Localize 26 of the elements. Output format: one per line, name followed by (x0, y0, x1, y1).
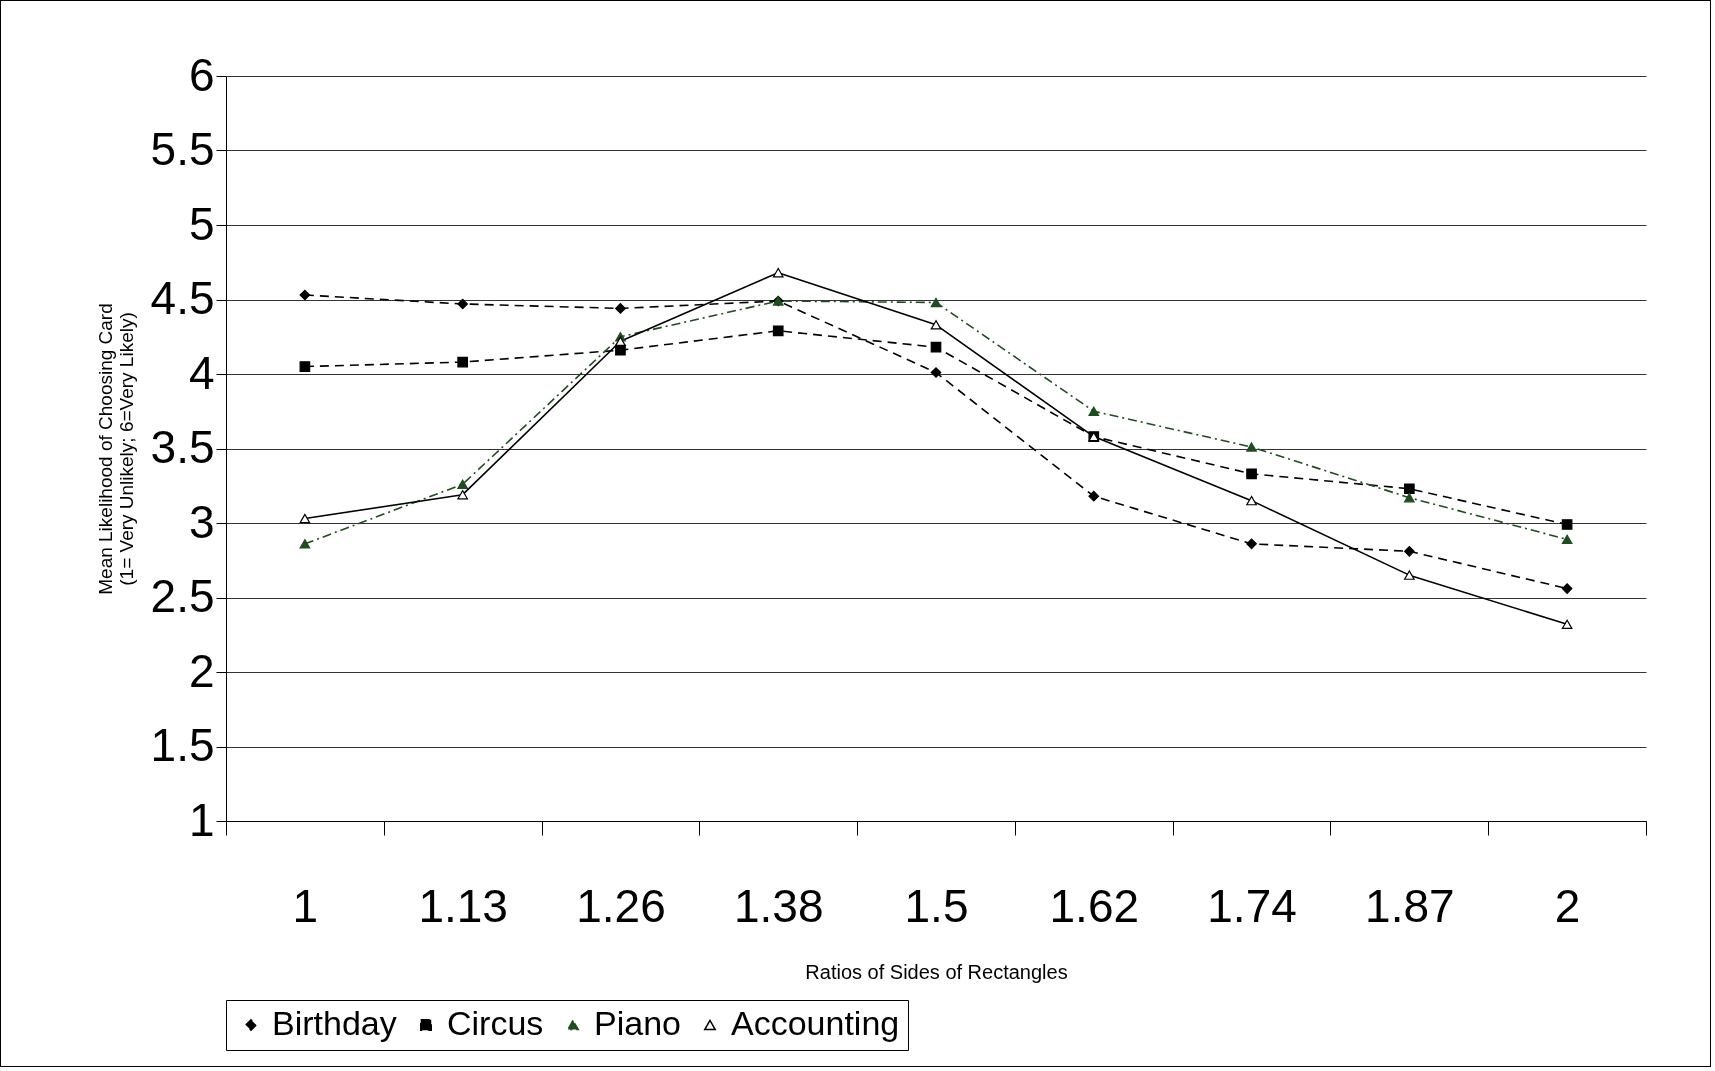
y-tick-label: 6 (188, 48, 215, 101)
y-tick-label: 5 (188, 197, 215, 250)
y-tick-label: 2.5 (150, 570, 215, 622)
x-tick-label: 1.87 (1365, 879, 1455, 932)
legend-label: Circus (447, 1004, 544, 1042)
y-tick-label: 5.5 (150, 123, 215, 175)
x-axis-title: Ratios of Sides of Rectangles (805, 960, 1068, 983)
y-tick-label: 2 (188, 644, 215, 697)
y-tick-label: 1.5 (150, 719, 215, 771)
y-tick-label: 1 (188, 793, 215, 846)
x-tick-label: 1 (292, 879, 319, 932)
x-tick-label: 1.13 (418, 879, 508, 932)
legend-label: Accounting (731, 1004, 900, 1042)
x-tick-label: 1.38 (733, 879, 824, 932)
y-axis-title: Mean Likelihood of Choosing Card (1= Very Unlikely; 6=Very Likely) (94, 303, 137, 595)
legend-label: Piano (594, 1004, 681, 1042)
x-tick-label: 2 (1554, 879, 1581, 932)
x-tick-label: 1.5 (904, 879, 969, 932)
y-tick-label: 3.5 (150, 421, 215, 473)
y-tick-label: 3 (188, 495, 215, 548)
y-tick-label: 4.5 (150, 272, 215, 324)
y-tick-label: 4 (188, 346, 215, 399)
x-tick-label: 1.26 (576, 879, 666, 932)
x-tick-label: 1.74 (1207, 879, 1297, 932)
x-tick-label: 1.62 (1049, 879, 1140, 932)
legend-label: Birthday (272, 1004, 397, 1042)
